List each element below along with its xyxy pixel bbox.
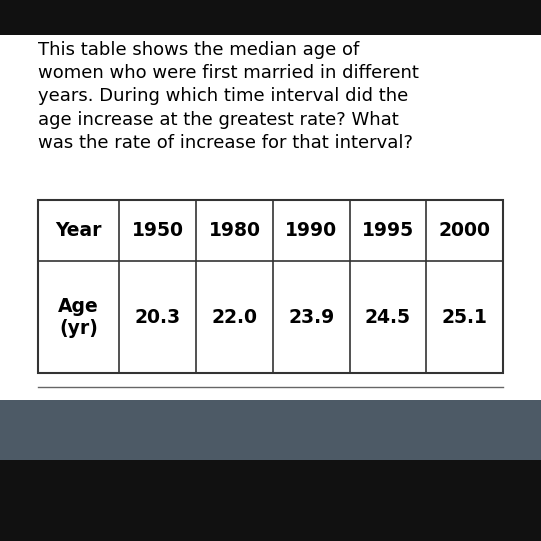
Bar	[0, 400, 541, 460]
Text: 20.3: 20.3	[135, 307, 181, 327]
Text: This table shows the median age of
women who were first married in different
yea: This table shows the median age of women…	[38, 41, 419, 152]
Text: 22.0: 22.0	[212, 307, 258, 327]
Text: 2000: 2000	[439, 221, 491, 240]
Text: 1995: 1995	[362, 221, 414, 240]
Bar	[38, 200, 503, 373]
Text: 1990: 1990	[285, 221, 337, 240]
Text: 25.1: 25.1	[442, 307, 487, 327]
Text: 23.9: 23.9	[288, 307, 334, 327]
Text: Year: Year	[55, 221, 102, 240]
Bar	[0, 35, 541, 400]
Bar	[0, 460, 541, 541]
Text: 1980: 1980	[208, 221, 260, 240]
Bar	[0, 0, 541, 35]
Text: Age
(yr): Age (yr)	[58, 296, 99, 338]
Text: 24.5: 24.5	[365, 307, 411, 327]
Text: 1950: 1950	[131, 221, 184, 240]
